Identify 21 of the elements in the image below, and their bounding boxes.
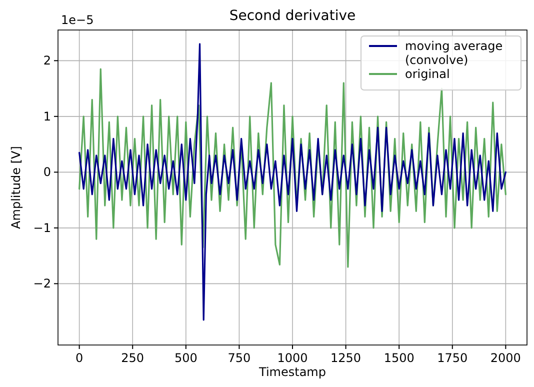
x-tick-label: 2000	[490, 351, 521, 365]
x-tick-label: 1250	[330, 351, 362, 365]
chart-title: Second derivative	[229, 8, 356, 24]
y-tick-label: −1	[33, 220, 51, 235]
y-tick-label: 0	[43, 165, 51, 180]
x-axis-title: Timestamp	[258, 365, 326, 379]
x-tick-label: 500	[174, 351, 198, 365]
line-series	[78, 68, 506, 268]
x-tick-label: 250	[121, 351, 144, 365]
x-tick-label: 1500	[384, 351, 414, 365]
x-tick-label: 0	[76, 351, 84, 365]
y-tick-label: 1	[43, 109, 51, 124]
text: 1e−5	[61, 13, 94, 27]
legend-label: original	[405, 67, 450, 81]
legend-label: moving average (convolve)	[405, 39, 503, 67]
y-axis-title: Amplitude [V]	[9, 146, 23, 229]
x-tick-label: 1000	[277, 351, 308, 365]
x-tick-label: 750	[228, 351, 251, 365]
y-tick-label: 2	[43, 54, 51, 68]
x-tick-label: 1750	[437, 351, 468, 365]
y-tick-label: −2	[33, 276, 51, 291]
